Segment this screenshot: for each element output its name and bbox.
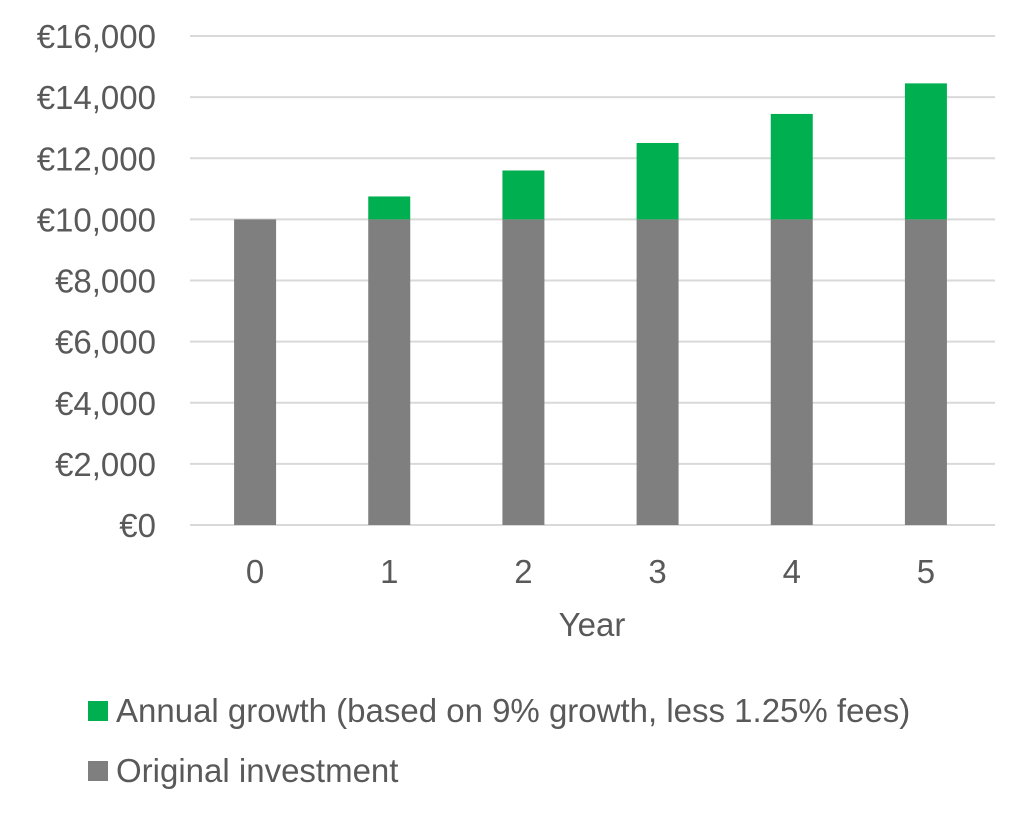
x-axis-tick-labels: 0 1 2 3 4 5 — [246, 553, 935, 590]
y-tick-label: €14,000 — [37, 79, 156, 116]
bar-annual-growth — [368, 196, 411, 220]
gridlines — [190, 35, 995, 526]
y-tick-label: €2,000 — [55, 446, 156, 483]
bar-original-investment — [368, 219, 411, 525]
x-tick-label: 0 — [246, 553, 264, 590]
x-tick-label: 2 — [514, 553, 532, 590]
bars — [234, 83, 947, 525]
bar-annual-growth — [502, 170, 545, 220]
legend-swatch-original — [88, 761, 108, 781]
y-tick-label: €10,000 — [37, 201, 156, 238]
y-tick-label: €12,000 — [37, 140, 156, 177]
y-tick-label: €4,000 — [55, 385, 156, 422]
legend-label-original: Original investment — [116, 752, 399, 789]
x-tick-label: 3 — [648, 553, 666, 590]
bar-original-investment — [502, 219, 545, 525]
bar-annual-growth — [770, 113, 813, 220]
bar-original-investment — [234, 219, 277, 525]
y-tick-label: €0 — [119, 507, 156, 544]
y-tick-label: €8,000 — [55, 263, 156, 300]
y-axis-tick-labels: €0 €2,000 €4,000 €6,000 €8,000 €10,000 €12,000… — [37, 18, 156, 544]
bar-original-investment — [770, 219, 813, 525]
y-tick-label: €6,000 — [55, 324, 156, 361]
stacked-bar-chart: €0 €2,000 €4,000 €6,000 €8,000 €10,000 €12,000… — [37, 18, 995, 643]
x-tick-label: 4 — [783, 553, 801, 590]
x-axis-title: Year — [559, 606, 626, 643]
legend-item-original: Original investment — [88, 748, 910, 794]
bar-original-investment — [904, 219, 947, 525]
bar-original-investment — [636, 219, 679, 525]
legend-label-growth: Annual growth (based on 9% growth, less … — [116, 692, 911, 729]
bar-annual-growth — [904, 83, 947, 220]
x-tick-label: 1 — [380, 553, 398, 590]
legend-swatch-growth — [88, 701, 108, 721]
legend: Annual growth (based on 9% growth, less … — [88, 688, 910, 808]
y-tick-label: €16,000 — [37, 18, 156, 55]
bar-annual-growth — [636, 142, 679, 220]
x-tick-label: 5 — [917, 553, 935, 590]
legend-item-growth: Annual growth (based on 9% growth, less … — [88, 688, 910, 734]
